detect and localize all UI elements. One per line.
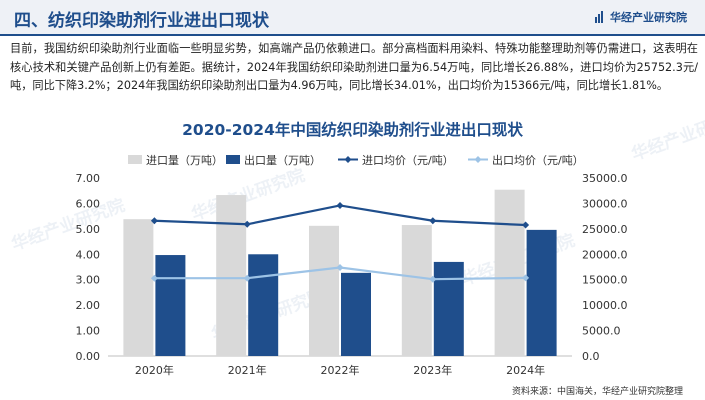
y-right-tick-label: 20000.0 xyxy=(582,248,628,261)
import-price-point xyxy=(243,220,251,228)
y-left-tick-label: 7.00 xyxy=(76,172,101,185)
description-paragraph: 目前，我国纺织印染助剂行业面临一些明显劣势，如高端产品仍依赖进口。部分高档面料用… xyxy=(10,42,698,92)
legend-label: 出口均价（元/吨） xyxy=(492,153,584,167)
watermark-text: 华经产业研究院 xyxy=(629,105,705,165)
chart-title: 2020-2024年中国纺织印染助剂行业进出口现状 xyxy=(182,121,523,139)
export-volume-bar xyxy=(248,254,279,356)
export-price-point xyxy=(150,274,158,282)
import-price-point xyxy=(522,221,530,229)
brand-logo-icon xyxy=(595,11,605,23)
export-price-point xyxy=(522,274,530,282)
import-volume-bar xyxy=(216,195,247,356)
export-volume-bar xyxy=(341,272,371,356)
source-note: 资料来源：中国海关，华经产业研究院整理 xyxy=(511,387,683,397)
legend-label: 进口均价（元/吨） xyxy=(362,154,454,167)
import-volume-bar xyxy=(123,219,154,356)
export-price-point xyxy=(429,275,437,283)
legend-swatch xyxy=(128,155,142,164)
export-volume-bar xyxy=(526,229,557,356)
section-title: 四、纺织印染助剂行业进出口现状 xyxy=(14,11,269,31)
y-right-tick-label: 0.0 xyxy=(582,350,600,363)
export-volume-bar xyxy=(433,261,464,356)
export-volume-bar xyxy=(155,255,186,356)
legend-marker xyxy=(474,156,482,163)
y-left-tick-label: 1.00 xyxy=(76,325,101,338)
y-left-tick-label: 5.00 xyxy=(76,223,101,236)
import-volume-bar xyxy=(494,189,525,356)
import-volume-bar xyxy=(401,225,432,356)
y-left-tick-label: 0.00 xyxy=(76,350,101,363)
brand: 华经产业研究院 xyxy=(595,9,687,25)
x-tick-label: 2021年 xyxy=(228,363,267,377)
legend-marker xyxy=(344,156,352,163)
legend-label: 出口量（万吨） xyxy=(244,153,321,167)
x-tick-label: 2020年 xyxy=(135,363,174,377)
import-price-point xyxy=(150,217,158,225)
brand-name: 华经产业研究院 xyxy=(610,11,687,24)
y-right-tick-label: 10000.0 xyxy=(582,299,628,312)
export-price-point xyxy=(336,264,344,272)
y-right-tick-label: 5000.0 xyxy=(582,325,621,338)
x-tick-label: 2022年 xyxy=(321,363,360,377)
y-right-tick-label: 30000.0 xyxy=(582,197,628,210)
export-price-point xyxy=(243,274,251,282)
y-left-tick-label: 3.00 xyxy=(76,274,101,287)
y-right-tick-label: 15000.0 xyxy=(582,274,628,287)
import-volume-bar xyxy=(309,225,339,356)
legend-label: 进口量（万吨） xyxy=(146,154,223,167)
y-left-tick-label: 2.00 xyxy=(76,299,101,312)
watermark-text: 华经产业研究院 xyxy=(9,195,128,255)
y-left-tick-label: 6.00 xyxy=(76,197,101,210)
legend-swatch xyxy=(226,155,240,164)
import-price-point xyxy=(336,201,344,209)
y-right-tick-label: 35000.0 xyxy=(582,172,628,185)
y-right-tick-label: 25000.0 xyxy=(582,223,628,236)
header-bar: 四、纺织印染助剂行业进出口现状 华经产业研究院 xyxy=(0,0,705,36)
import-price-point xyxy=(429,217,437,225)
y-left-tick-label: 4.00 xyxy=(76,248,101,261)
x-tick-label: 2023年 xyxy=(413,363,452,377)
x-tick-label: 2024年 xyxy=(506,363,545,377)
